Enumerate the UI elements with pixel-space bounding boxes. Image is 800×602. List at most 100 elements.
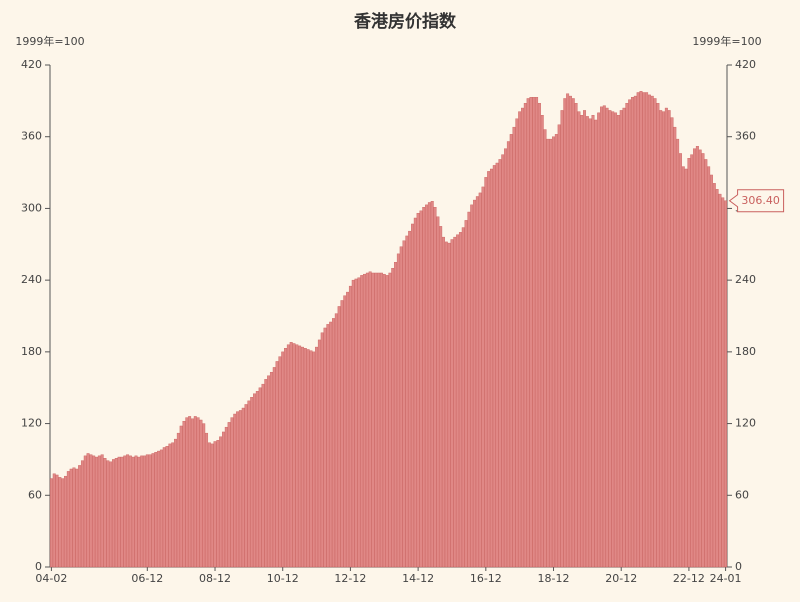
bar	[233, 413, 237, 568]
bar	[427, 202, 431, 568]
bar	[444, 241, 448, 568]
bar	[72, 467, 76, 568]
y-tick-label: 300	[21, 201, 42, 214]
bar	[230, 417, 234, 568]
bar	[684, 168, 688, 568]
bar	[86, 453, 90, 568]
bar	[69, 468, 73, 568]
bar	[89, 454, 93, 568]
bar	[690, 154, 694, 568]
bar	[284, 348, 288, 568]
bar	[315, 346, 319, 568]
bar	[568, 95, 572, 568]
bar	[481, 186, 485, 568]
bar	[334, 313, 338, 568]
bar	[523, 103, 527, 568]
bar	[647, 94, 651, 568]
bar	[656, 103, 660, 568]
x-tick-label: 18-12	[538, 572, 570, 585]
bar	[693, 148, 697, 568]
bar	[721, 197, 725, 568]
bar	[329, 321, 333, 568]
bar	[306, 349, 310, 568]
y-tick-label: 180	[21, 345, 42, 358]
y-tick-label: 120	[21, 417, 42, 430]
bar	[413, 217, 417, 568]
y-axis-label: 1999年=100	[15, 34, 84, 48]
bar	[712, 183, 716, 568]
bar	[278, 356, 282, 568]
bar	[286, 344, 290, 568]
y2-tick-label: 60	[735, 488, 749, 501]
bar	[419, 210, 423, 568]
bar	[602, 105, 606, 568]
y2-tick-label: 360	[735, 130, 756, 143]
bar	[66, 471, 70, 568]
y2-tick-label: 0	[735, 560, 742, 573]
bar	[326, 324, 330, 568]
bar	[111, 459, 115, 568]
bar	[560, 110, 564, 568]
bar	[210, 443, 214, 568]
bar	[405, 235, 409, 568]
bar	[710, 174, 713, 568]
bar	[487, 171, 491, 568]
bar	[473, 199, 477, 568]
bar	[346, 291, 350, 568]
bar	[92, 455, 96, 568]
bar	[391, 267, 395, 568]
bar	[501, 154, 505, 568]
bar	[244, 404, 248, 568]
bar	[456, 234, 460, 568]
bar	[701, 153, 705, 568]
bar	[436, 216, 440, 568]
x-tick-label: 04-02	[35, 572, 67, 585]
y2-tick-label: 240	[735, 273, 756, 286]
bar	[402, 240, 406, 568]
bar	[300, 346, 304, 568]
bar	[207, 442, 211, 568]
bar	[368, 271, 372, 568]
bar	[162, 447, 166, 568]
bar	[676, 138, 680, 568]
bar	[642, 92, 646, 568]
bar	[131, 456, 135, 568]
bar	[58, 477, 62, 568]
bar	[600, 106, 603, 568]
bar	[546, 138, 550, 568]
bar	[117, 456, 121, 568]
bar	[475, 196, 479, 568]
bar	[157, 450, 161, 568]
bar	[506, 141, 510, 568]
bar	[605, 107, 609, 568]
bar	[64, 475, 67, 568]
bar	[182, 420, 186, 568]
bar	[411, 223, 414, 568]
bar	[591, 114, 595, 568]
bar	[588, 118, 592, 568]
bar	[631, 97, 634, 568]
bar	[552, 136, 555, 568]
value-label: 306.40	[741, 194, 780, 207]
bar	[422, 207, 426, 568]
y-tick-label: 420	[21, 58, 42, 71]
bar	[357, 277, 361, 568]
bar	[382, 273, 386, 568]
bar	[616, 114, 620, 568]
bar	[241, 407, 245, 568]
x-tick-label: 16-12	[470, 572, 502, 585]
bar	[227, 422, 231, 568]
bar	[504, 148, 508, 568]
bar	[264, 379, 268, 568]
bar	[247, 400, 251, 568]
x-tick-label: 24-01	[710, 572, 742, 585]
bar	[140, 455, 144, 568]
bar	[492, 165, 496, 568]
bar	[253, 393, 256, 568]
bar	[639, 91, 643, 568]
y2-axis-label: 1999年=100	[692, 34, 761, 48]
bar	[695, 146, 699, 568]
bar	[461, 227, 465, 568]
